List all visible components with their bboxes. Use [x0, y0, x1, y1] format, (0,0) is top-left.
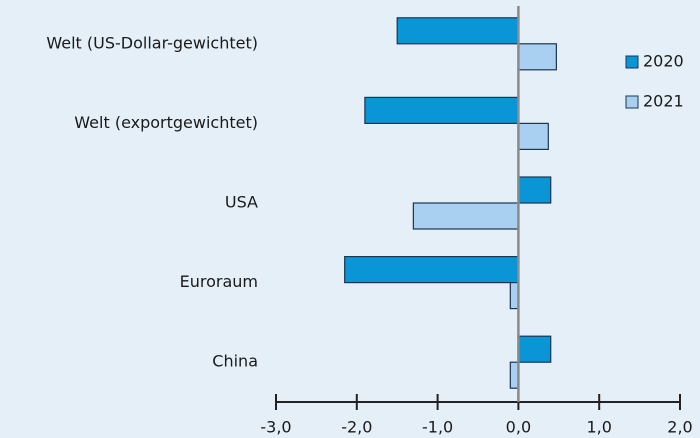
- legend-swatch: [625, 55, 639, 69]
- x-tick-label: 2,0: [667, 418, 692, 437]
- x-tick-label: -1,0: [422, 418, 453, 437]
- legend-swatch: [625, 95, 639, 109]
- x-tick-label: 0,0: [506, 418, 531, 437]
- y-tick-label: Welt (US-Dollar-gewichtet): [46, 33, 258, 52]
- bar: [412, 202, 519, 230]
- bar: [364, 96, 520, 125]
- bar: [517, 122, 549, 151]
- x-tick-label: 1,0: [586, 418, 611, 437]
- y-tick-label: Welt (exportgewichtet): [74, 113, 258, 132]
- bar: [517, 335, 552, 363]
- x-tick-label: -3,0: [260, 418, 291, 437]
- bar: [344, 256, 519, 284]
- y-tick-label: Euroraum: [180, 272, 258, 291]
- bar: [517, 43, 557, 71]
- bar: [396, 17, 520, 45]
- legend-label: 2020: [643, 52, 684, 71]
- x-tick-label: -2,0: [341, 418, 372, 437]
- bar: [517, 176, 552, 204]
- legend-label: 2021: [643, 92, 684, 111]
- y-tick-label: USA: [225, 193, 258, 212]
- y-tick-label: China: [212, 352, 258, 371]
